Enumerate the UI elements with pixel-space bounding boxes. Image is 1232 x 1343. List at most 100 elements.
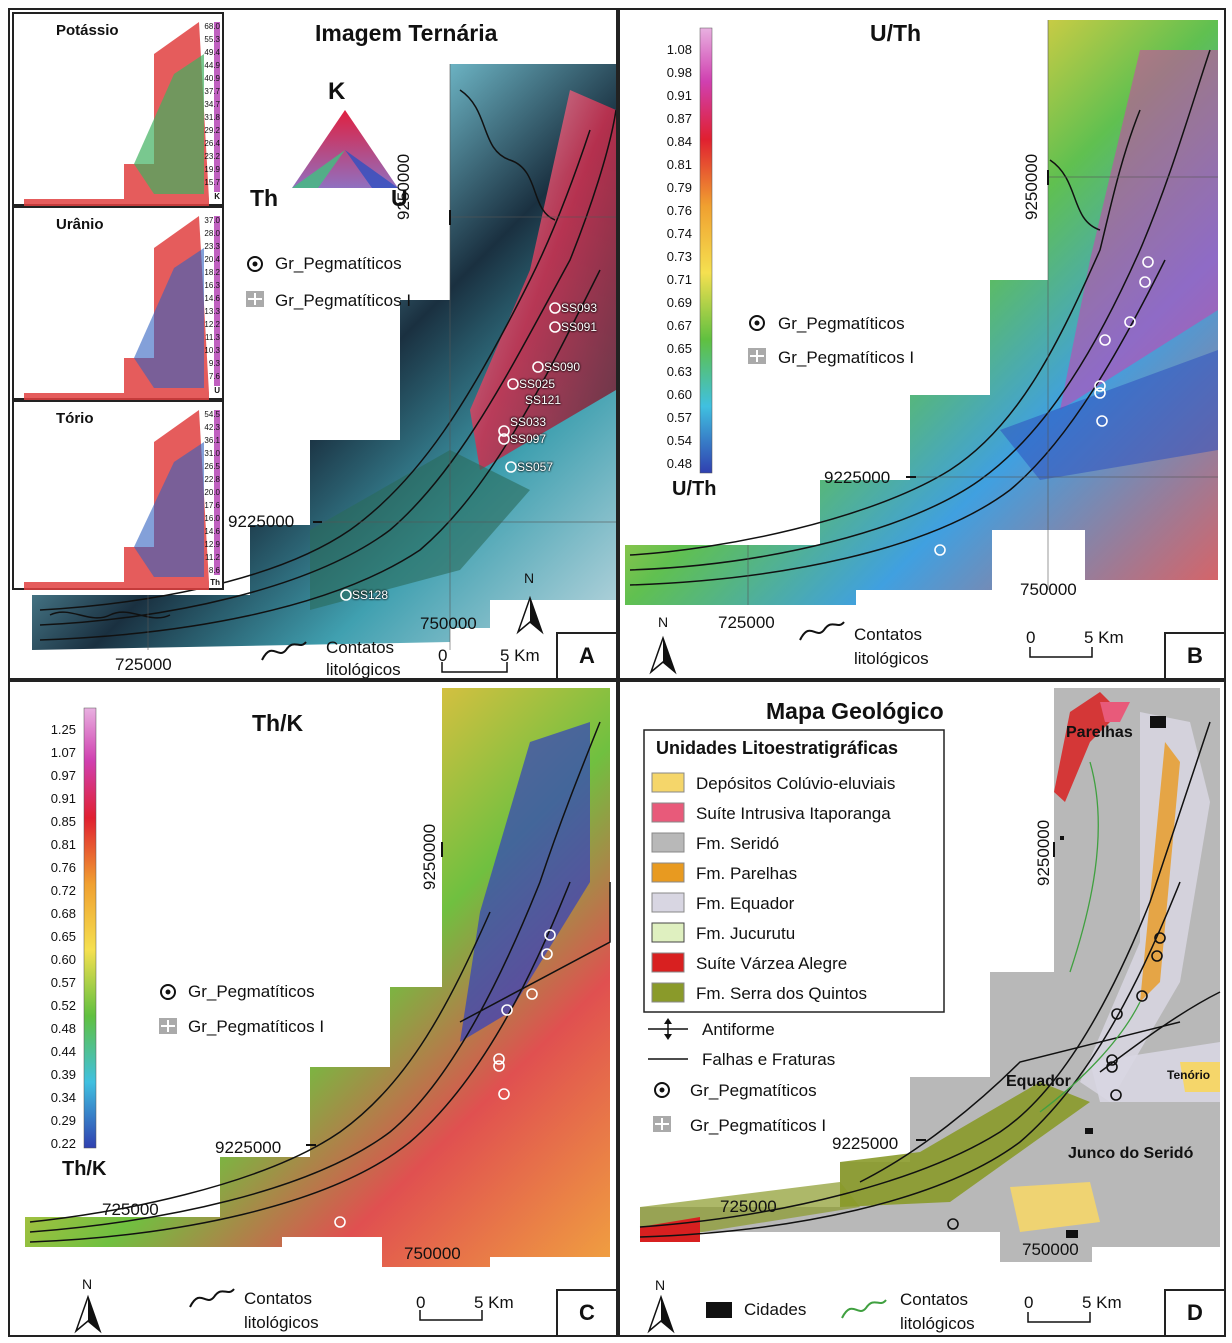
pegmatite-symbol — [247, 256, 263, 272]
colorbar-label: U/Th — [672, 478, 717, 500]
easting-label: 750000 — [1020, 580, 1077, 599]
panel-c-map — [25, 688, 611, 1334]
northing-label: 9225000 — [824, 468, 891, 487]
panel-d: Mapa Geológico Unidades Litoestratigráfi… — [618, 680, 1226, 1337]
unit-label: Fm. Serra dos Quintos — [696, 984, 868, 1003]
town-label: Junco do Seridó — [1068, 1145, 1194, 1162]
contacts-label: Contatos — [854, 625, 923, 644]
north-label: N — [655, 1277, 666, 1293]
panel-b: U/Th 1.08 0.98 0.91 0.87 0.84 0.81 0.79 0.76 0.7… — [618, 8, 1226, 680]
legend-pegmatite-i: Gr_Pegmatíticos I — [188, 1017, 325, 1036]
contacts-label: litológicos — [900, 1314, 975, 1333]
contacts-label: Contatos — [900, 1290, 969, 1309]
legend-pegmatite: Gr_Pegmatíticos — [690, 1081, 817, 1100]
contacts-label: litológicos — [854, 649, 929, 668]
unit-label: Fm. Parelhas — [696, 864, 798, 883]
scale-zero: 0 — [1026, 628, 1036, 647]
town-label: Parelhas — [1066, 724, 1133, 741]
panel-c-title: Th/K — [252, 710, 304, 736]
swatch-varzea — [651, 952, 685, 973]
panel-a-title: Imagem Ternária — [315, 20, 498, 46]
legend-pegmatite-i: Gr_Pegmatíticos I — [778, 348, 915, 367]
inset-potassium: Potássio 68.0 55.3 49.4 44.9 40.9 37.7 34.7 31.… — [12, 12, 224, 206]
faults-label: Falhas e Fraturas — [702, 1050, 836, 1069]
panel-letter: D — [1164, 1289, 1224, 1335]
legend-pegmatite-i: Gr_Pegmatíticos I — [690, 1116, 827, 1135]
inset-uranium: Urânio 37.0 28.0 23.3 20.4 18.2 16.3 14.6 13.3 1… — [12, 206, 224, 400]
panel-letter: A — [556, 632, 616, 678]
inset-title: Tório — [56, 410, 94, 427]
easting-label: 725000 — [115, 655, 172, 674]
lithologic-contacts — [39, 89, 616, 641]
easting-label: 750000 — [404, 1244, 461, 1263]
sample-label: SS091 — [561, 320, 598, 334]
legend-pegmatite-i: Gr_Pegmatíticos I — [275, 291, 412, 310]
triangle-k-label: K — [328, 78, 346, 105]
swatch-serido — [651, 832, 685, 853]
sample-label: SS090 — [544, 360, 581, 374]
unit-label: Fm. Seridó — [696, 834, 780, 853]
inset-thorium: Tório 54.5 42.3 36.1 31.0 26.5 22.8 20.0 17.6 16… — [12, 400, 224, 590]
unit-label: Fm. Jucurutu — [696, 924, 796, 943]
northing-label: 9225000 — [215, 1138, 282, 1157]
triangle-u-label: U — [391, 185, 408, 211]
triangle-th-label: Th — [250, 185, 279, 211]
northing-label: 9225000 — [832, 1134, 899, 1153]
sample-label: SS033 — [510, 415, 547, 429]
panel-letter: B — [1164, 632, 1224, 678]
scale-five: 5 Km — [474, 1293, 514, 1312]
colorbar-label: Th/K — [62, 1158, 107, 1180]
scale-bar — [441, 662, 508, 673]
northing-label: 9250000 — [1022, 153, 1041, 220]
northing-label: 9250000 — [1034, 819, 1053, 886]
scale-five: 5 Km — [1084, 628, 1124, 647]
ternary-triangle — [292, 110, 398, 188]
legend-box — [643, 729, 945, 1013]
inset-title: Potássio — [56, 22, 119, 39]
swatch-quintos — [651, 982, 685, 1003]
swatch-itaporanga — [651, 802, 685, 823]
panel-b-title: U/Th — [870, 20, 922, 46]
panel-b-map — [625, 20, 1218, 675]
town-label: Equador — [1006, 1073, 1071, 1090]
colorbar — [699, 27, 713, 474]
swatch-parelhas — [651, 862, 685, 883]
sample-label: SS025 — [519, 377, 556, 391]
swatch-equador — [651, 892, 685, 913]
legend-pegmatite: Gr_Pegmatíticos — [275, 254, 402, 273]
sample-label: SS128 — [352, 588, 389, 602]
unit-label: Suíte Várzea Alegre — [696, 954, 848, 973]
legend-title: Unidades Litoestratigráficas — [656, 738, 899, 758]
unit-label: Suíte Intrusiva Itaporanga — [696, 804, 891, 823]
antiform-label: Antiforme — [702, 1020, 775, 1039]
legend-pegmatite: Gr_Pegmatíticos — [778, 314, 905, 333]
north-label: N — [524, 570, 535, 586]
sample-label: SS097 — [510, 432, 547, 446]
swatch-colluvial — [651, 772, 685, 793]
sample-label: SS093 — [561, 301, 598, 315]
panel-d-map — [639, 688, 1221, 1334]
ratio-image — [25, 688, 610, 1267]
legend-pegmatite: Gr_Pegmatíticos — [188, 982, 315, 1001]
unit-label: Depósitos Colúvio-eluviais — [696, 774, 896, 793]
scale-zero: 0 — [438, 646, 448, 665]
colorbar — [83, 707, 97, 1149]
cities-label: Cidades — [744, 1300, 807, 1319]
town-label: Tenório — [1167, 1068, 1211, 1082]
sample-label: SS057 — [517, 460, 554, 474]
colorbar-ticks: 1.08 0.98 0.91 0.87 0.84 0.81 0.79 0.76 0.74 0.73… — [666, 42, 692, 471]
contacts-label: litológicos — [326, 660, 401, 679]
geologic-map — [640, 688, 1220, 1262]
inset-title: Urânio — [56, 216, 104, 233]
contacts-label: litológicos — [244, 1313, 319, 1332]
easting-label: 750000 — [420, 614, 477, 633]
contacts-label: Contatos — [326, 638, 395, 657]
panel-d-title: Mapa Geológico — [766, 698, 944, 724]
panel-a-map — [32, 64, 616, 673]
easting-label: 725000 — [102, 1200, 159, 1219]
panel-letter: C — [556, 1289, 616, 1335]
contacts-label: Contatos — [244, 1289, 313, 1308]
north-label: N — [658, 614, 669, 630]
north-label: N — [82, 1276, 93, 1292]
colorbar-ticks: 1.25 1.07 0.97 0.91 0.85 0.81 0.76 0.72 0.68 0.65… — [50, 722, 76, 1151]
